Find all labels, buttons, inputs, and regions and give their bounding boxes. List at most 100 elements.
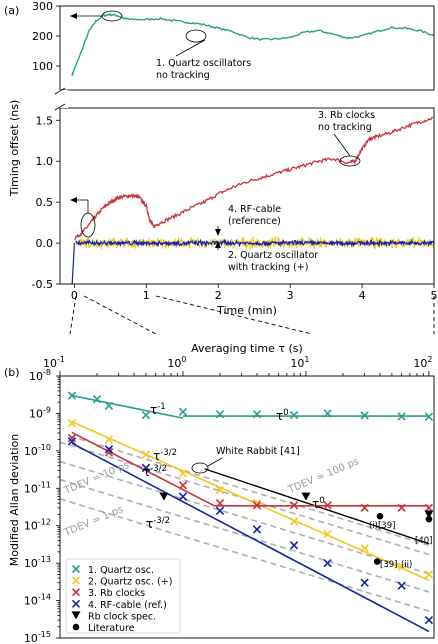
x-axis-label-a: Time (min): [216, 304, 277, 317]
ytick-label-lower: 0.0: [36, 237, 54, 250]
xtick-label-a: 5: [431, 289, 438, 302]
marker-rf: [424, 615, 434, 625]
xtick-label-a: 4: [359, 289, 366, 302]
fit-line-quartz_track: [71, 421, 430, 581]
legend-item: Rb clock spec.: [71, 611, 156, 622]
annotation-a4-line1: 4. RF-cable: [228, 204, 281, 215]
fit-line-rf: [71, 442, 430, 633]
fit-label-quartz-tau-0: τ0: [276, 408, 289, 423]
marker-quartz: [141, 410, 151, 420]
ytick-label-lower: -0.5: [32, 278, 53, 291]
marker-quartz_track: [67, 418, 77, 428]
ytick-label-upper: 300: [32, 0, 53, 13]
marker-quartz_track: [141, 450, 151, 459]
marker-quartz: [178, 407, 188, 417]
legend-label: 2. Quartz osc. (+): [88, 577, 172, 588]
annotation-a2-line2: with tracking (+): [228, 262, 308, 273]
marker-rb: [215, 499, 225, 508]
b-yticks: 10-8 10-9 10-10 10-11 10-12 10-13 10-14 10-15: [24, 368, 60, 644]
legend-item: 1. Quartz osc.: [71, 564, 154, 576]
xtick-label-b: 101: [290, 355, 309, 370]
fit-label-rb-tau-0: τ0: [312, 496, 325, 511]
legend-item: 2. Quartz osc. (+): [71, 576, 172, 588]
panel-b-label: (b): [4, 366, 20, 379]
marker-quartz: [360, 411, 369, 420]
marker-quartz_track: [104, 435, 114, 444]
marker-rf: [141, 463, 151, 473]
marker-rb: [104, 448, 114, 457]
tdev-line: [60, 478, 430, 593]
x-axis-label-b: Averaging time τ (s): [191, 342, 303, 355]
marker-rb: [360, 503, 369, 513]
marker-quartz: [424, 412, 434, 421]
marker-rf: [397, 581, 406, 590]
ytick-label-b: 10-13: [24, 555, 51, 570]
legend-label: Literature: [88, 623, 135, 634]
panel-connector-lines: [69, 295, 435, 335]
annotation-quartz-no-tracking: 1. Quartz oscillators no tracking: [156, 29, 251, 81]
xtick-label-a: 3: [287, 289, 294, 302]
ytick-label-lower: 0.5: [36, 196, 54, 209]
marker-quartz: [104, 401, 114, 410]
legend-label: 1. Quartz osc.: [88, 565, 154, 576]
marker-rf: [67, 437, 77, 446]
y-axis-label-a: Timing offset (ns): [8, 100, 21, 198]
fit-line-rb: [71, 431, 215, 507]
marker-rf: [323, 558, 332, 568]
series-initial-transient: [71, 243, 75, 285]
white-rabbit-annotation: White Rabbit [41]: [191, 446, 300, 474]
axes-b: [59, 375, 435, 639]
label-literature-39: [39]: [380, 560, 397, 570]
rb-spec-marker: [159, 492, 169, 501]
axes-a-lower: [59, 107, 435, 285]
ytick-label-upper: 100: [32, 60, 53, 73]
marker-quartz_track: [323, 529, 332, 539]
marker-rf: [104, 445, 114, 454]
annotation-a3-line2: no tracking: [318, 122, 372, 133]
marker-quartz: [215, 410, 225, 419]
legend-label: Rb clock spec.: [88, 611, 156, 622]
legend-label: 3. Rb clocks: [88, 588, 145, 599]
label-white-rabbit: White Rabbit [41]: [216, 446, 300, 457]
plot-b: [60, 391, 434, 633]
xtick-label-b: 10-1: [43, 355, 65, 370]
marker-quartz_track: [397, 562, 406, 571]
a-upper-yticks: 100 200 300: [32, 0, 60, 73]
annotation-rb-no-tracking: 3. Rb clocks no tracking: [318, 110, 375, 167]
series-rb-no-tracking: [74, 116, 434, 240]
marker-quartz: [67, 391, 77, 400]
legend-item: 4. RF-cable (ref.): [71, 599, 167, 611]
annotation-a1-line2: no tracking: [156, 70, 210, 81]
panel-a-label: (a): [4, 4, 19, 17]
ytick-label-lower: 1.5: [36, 114, 54, 127]
literature-marker: [376, 512, 384, 520]
marker-rf: [360, 578, 369, 587]
axis-break-marks: [52, 87, 68, 111]
marker-quartz: [92, 395, 102, 404]
tdev-label: TDEV = 100 ps: [286, 456, 361, 496]
marker-quartz: [252, 410, 262, 419]
marker-rb: [397, 503, 406, 513]
marker-rb: [289, 501, 299, 510]
legend-label: 4. RF-cable (ref.): [88, 600, 167, 611]
series-rf-cable: [75, 238, 435, 249]
tdev-line: [60, 498, 430, 612]
marker-rb: [67, 433, 77, 443]
a-xticks: 0 1 2 3 4 5: [71, 284, 438, 302]
axes-a-upper: [59, 5, 435, 91]
label-literature-40: [40]: [415, 536, 432, 546]
fit-labels: τ-1 τ0 τ-3/2 τ-3/2 τ0 τ-3/2: [143, 402, 325, 531]
tdev-line: [69, 435, 430, 547]
fit-label-rb-tau-m32: τ-3/2: [143, 464, 167, 479]
marker-quartz_track: [289, 517, 299, 526]
xtick-label-a: 1: [143, 289, 150, 302]
b-xticks: 10-1 100 101 102: [43, 355, 432, 376]
y-axis-label-b: Modified Allan deviation: [8, 434, 21, 566]
marker-quartz: [323, 409, 332, 418]
panel-a: (a) 100 200 300 -0.5 0.0 0.5 1.0 1.5 0 1 2 3 4 5 Ti…: [4, 0, 438, 317]
legend: 1. Quartz osc.2. Quartz osc. (+)3. Rb cl…: [65, 558, 181, 634]
legend-frame: [65, 558, 181, 634]
marker-rb: [252, 501, 262, 510]
literature-marker: [425, 515, 433, 523]
